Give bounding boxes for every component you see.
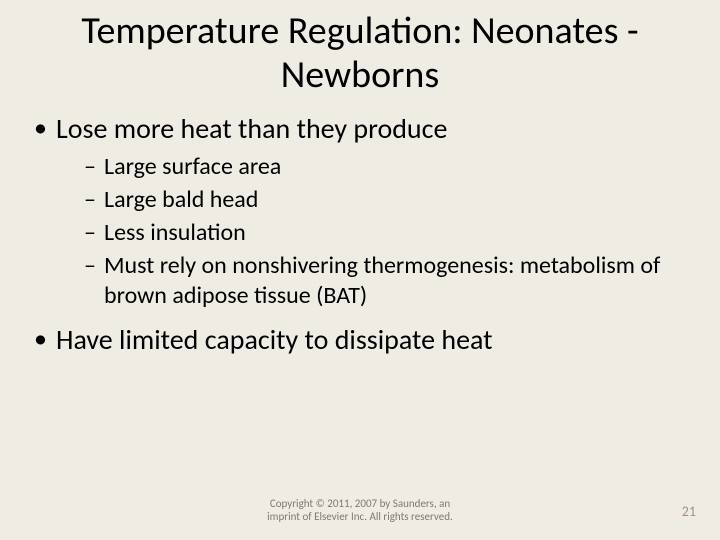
slide-body: Lose more heat than they produce Large s…: [24, 111, 696, 357]
bullet-text: Less insulation: [104, 218, 246, 247]
bullet-level2: Large surface area: [84, 152, 696, 183]
bullet-text: Lose more heat than they produce: [56, 111, 447, 146]
copyright-line: imprint of Elsevier Inc. All rights rese…: [267, 510, 453, 523]
bullet-level2: Must rely on nonshivering thermogenesis:…: [84, 251, 696, 312]
bullet-text: Must rely on nonshivering thermogenesis:…: [104, 251, 660, 311]
bullet-text: Have limited capacity to dissipate heat: [56, 322, 493, 357]
bullet-text: Large surface area: [104, 152, 281, 181]
slide-title: Temperature Regulation: Neonates -Newbor…: [24, 10, 696, 97]
bullet-level1: Have limited capacity to dissipate heat: [30, 322, 696, 357]
bullet-level2: Large bald head: [84, 185, 696, 216]
copyright-line: Copyright © 2011, 2007 by Saunders, an: [270, 497, 450, 510]
bullet-text: Large bald head: [104, 185, 258, 214]
sub-bullet-group: Large surface area Large bald head Less …: [30, 152, 696, 312]
page-number: 21: [682, 503, 696, 520]
bullet-level1: Lose more heat than they produce: [30, 111, 696, 146]
copyright-footer: Copyright © 2011, 2007 by Saunders, an i…: [0, 497, 720, 525]
bullet-level2: Less insulation: [84, 218, 696, 249]
slide-container: Temperature Regulation: Neonates -Newbor…: [0, 0, 720, 540]
